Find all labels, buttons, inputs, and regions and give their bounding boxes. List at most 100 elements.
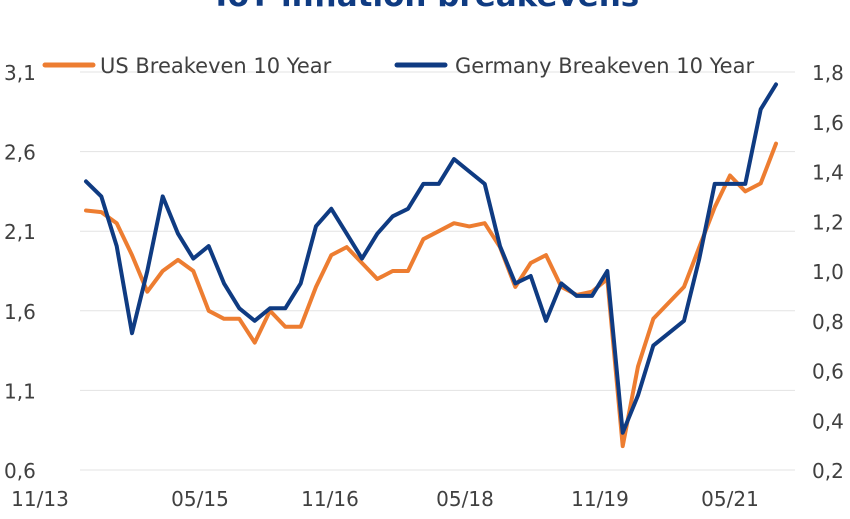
germany-breakeven-point [697,257,701,261]
x-axis: 11/13 05/15 11/16 05/18 11/19 05/21 [11,487,759,511]
right-y-tick-label: 0,6 [812,360,844,384]
germany-breakeven-point [437,182,441,186]
germany-breakeven-line [84,82,778,435]
germany-breakeven-point [375,232,379,236]
x-tick-label: 05/21 [701,487,759,511]
germany-breakeven-point [314,224,318,228]
germany-breakeven-point [513,281,517,285]
x-tick-label: 11/16 [301,487,359,511]
legend: US Breakeven 10 Year Germany Breakeven 10… [42,54,754,78]
germany-breakeven-point [559,281,563,285]
us-breakeven-point [130,253,134,257]
us-breakeven-point [513,285,517,289]
germany-breakeven-point [636,393,640,397]
left-y-tick-label: 2,6 [4,141,36,165]
us-breakeven-point [115,221,119,225]
right-y-tick-label: 1,4 [812,161,844,185]
germany-breakeven-point [253,319,257,323]
us-breakeven-point [391,269,395,273]
us-breakeven-point [483,221,487,225]
germany-breakeven-point [268,306,272,310]
germany-breakeven-point [237,306,241,310]
us-breakeven-point [314,285,318,289]
germany-breakeven-point [176,232,180,236]
us-breakeven-point [421,237,425,241]
us-breakeven-line [84,141,778,449]
us-breakeven-point [667,301,671,305]
germany-breakeven-point [667,331,671,335]
left-y-tick-label: 1,1 [4,379,36,403]
x-tick-label: 11/13 [11,487,69,511]
us-breakeven-point [253,341,257,345]
germany-breakeven-point [529,274,533,278]
us-breakeven-point [375,277,379,281]
germany-breakeven-point [360,257,364,261]
right-y-tick-label: 1,0 [812,260,844,284]
left-y-tick-label: 2,1 [4,220,36,244]
germany-breakeven-point [713,182,717,186]
us-breakeven-point [145,290,149,294]
us-breakeven-point [329,253,333,257]
germany-breakeven-point [452,157,456,161]
right-y-tick-label: 1,6 [812,111,844,135]
germany-breakeven-point [743,182,747,186]
us-breakeven-point [191,269,195,273]
germany-breakeven-point [115,244,119,248]
germany-breakeven-point [498,244,502,248]
germany-breakeven-point [391,214,395,218]
us-breakeven-point [360,261,364,265]
right-y-tick-label: 0,8 [812,310,844,334]
us-breakeven-point [176,258,180,262]
us-breakeven-point [452,221,456,225]
germany-breakeven-point [207,244,211,248]
germany-breakeven-point [345,232,349,236]
us-breakeven-point [406,269,410,273]
germany-breakeven-point [590,294,594,298]
germany-breakeven-point [161,194,165,198]
us-breakeven-point [161,269,165,273]
germany-breakeven-point [651,344,655,348]
germany-breakeven-point [222,281,226,285]
germany-breakeven-point [191,257,195,261]
germany-breakeven-point [99,194,103,198]
us-breakeven-point [682,285,686,289]
germany-breakeven-point [421,182,425,186]
us-breakeven-point [743,189,747,193]
germany-breakeven-point [483,182,487,186]
germany-breakeven-point [299,281,303,285]
germany-breakeven-point [621,431,625,435]
chart-title: ToT inflation breakevens [0,0,850,14]
left-y-axis: 0,6 1,1 1,6 2,1 2,6 3,1 [4,61,36,483]
right-y-axis: 0,2 0,4 0,6 0,8 1,0 1,2 1,4 1,6 1,8 [812,61,844,483]
right-y-tick-label: 1,8 [812,61,844,85]
germany-breakeven-point [774,82,778,86]
legend-label-germany: Germany Breakeven 10 Year [455,54,754,78]
legend-label-us: US Breakeven 10 Year [100,54,332,78]
us-breakeven-point [84,208,88,213]
left-y-tick-label: 3,1 [4,61,36,85]
germany-breakeven-point [406,207,410,211]
us-breakeven-point [651,317,655,321]
us-breakeven-point [437,229,441,233]
germany-breakeven-point [759,107,763,111]
us-breakeven-point [99,210,103,214]
germany-breakeven-point [283,306,287,310]
germany-breakeven-point [544,319,548,323]
germany-breakeven-point [84,179,88,183]
germany-breakeven-point [145,269,149,273]
germany-breakeven-point [605,269,609,273]
x-tick-label: 05/15 [171,487,229,511]
left-y-tick-label: 1,6 [4,300,36,324]
us-breakeven-point [728,173,732,178]
germany-breakeven-point [682,319,686,323]
us-breakeven-point [636,364,640,369]
left-y-tick-label: 0,6 [4,459,36,483]
series-lines [84,82,778,449]
us-breakeven-point [207,309,211,313]
germany-breakeven-point [467,169,471,174]
x-tick-label: 11/19 [571,487,629,511]
germany-breakeven-point [329,207,333,211]
us-breakeven-point [713,205,717,209]
us-breakeven-point [621,444,625,448]
